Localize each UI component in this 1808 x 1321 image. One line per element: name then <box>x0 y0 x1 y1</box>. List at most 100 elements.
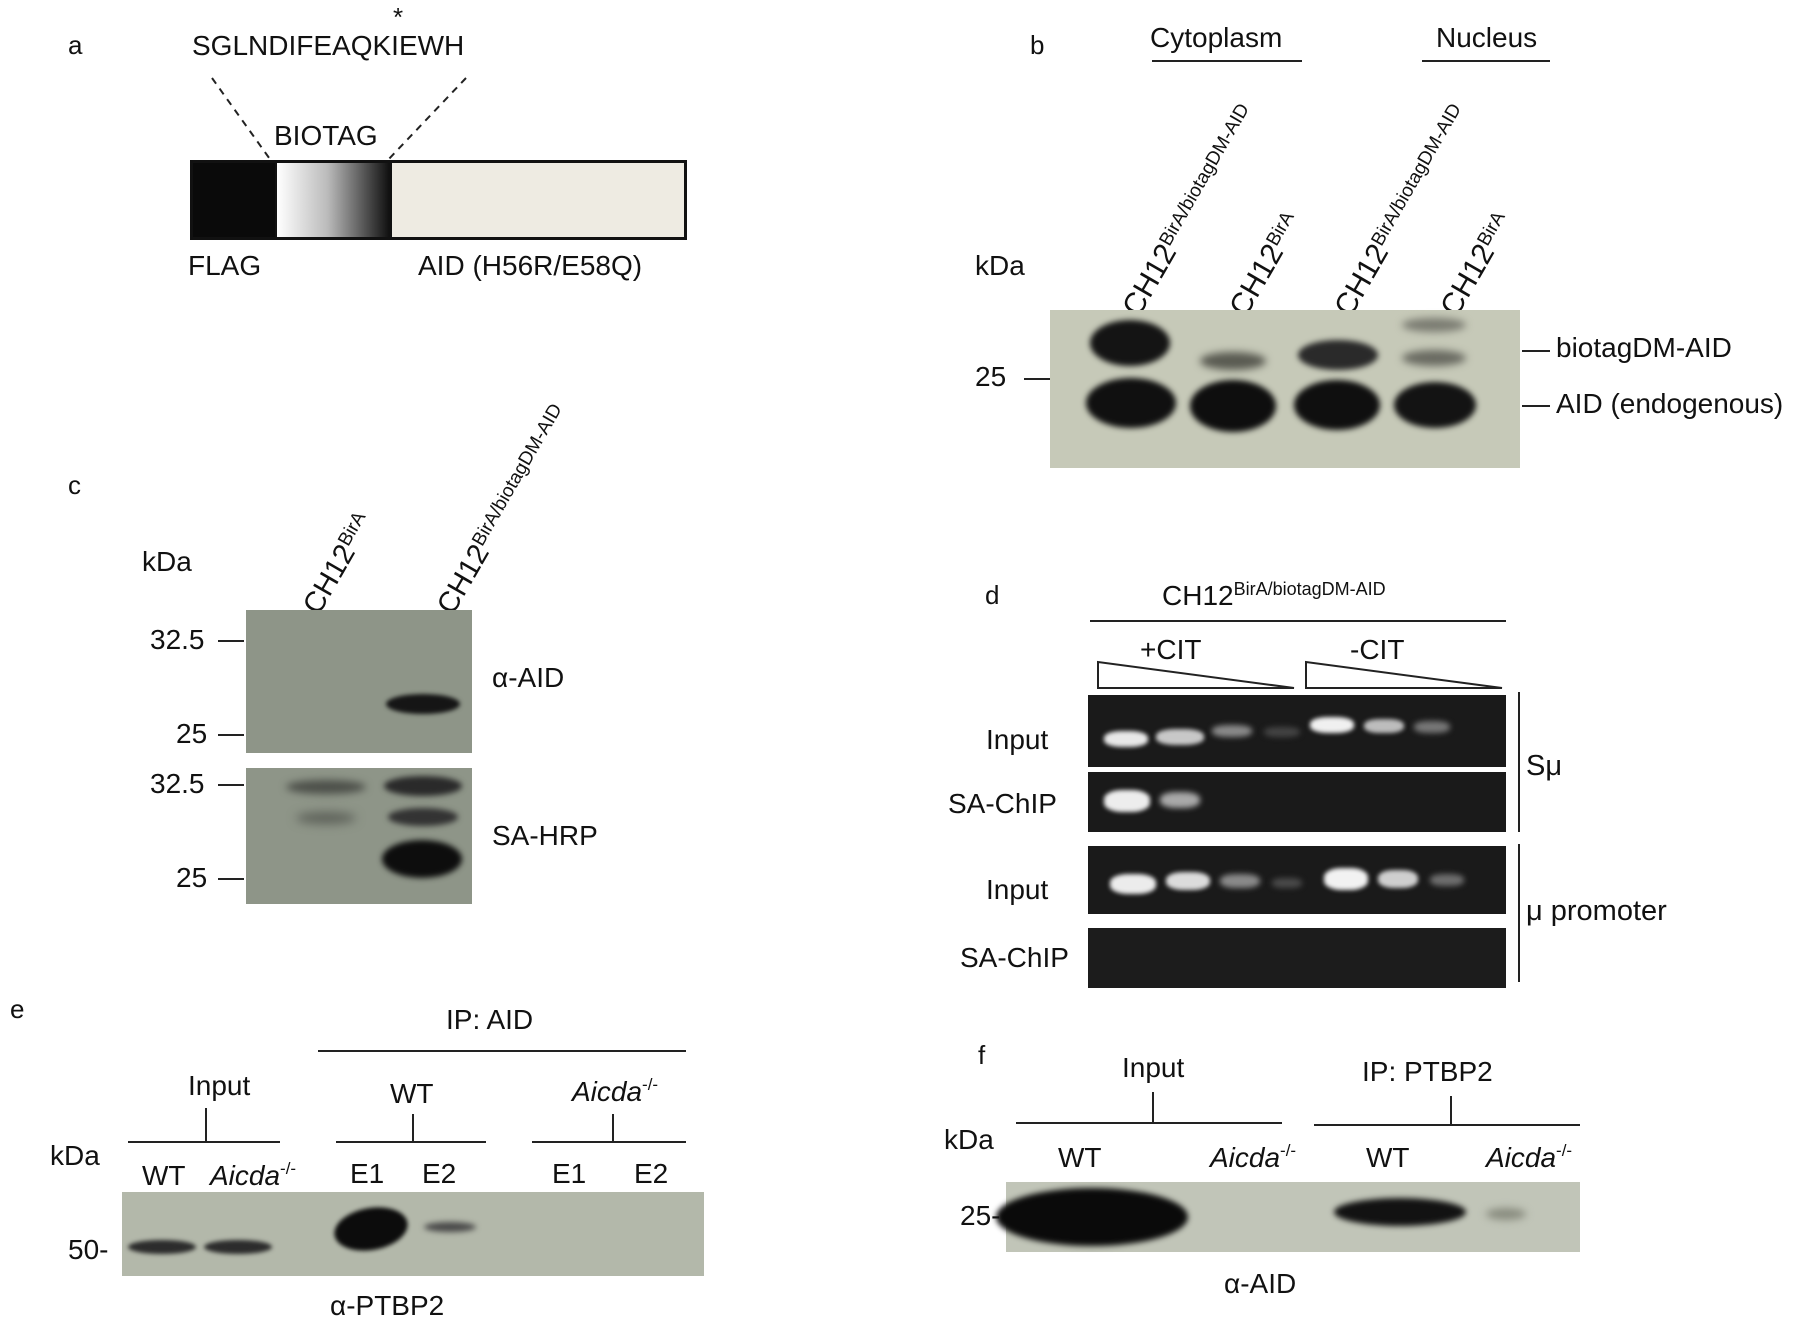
gel-band <box>1110 874 1156 894</box>
band-label-biotag: biotagDM-AID <box>1556 332 1732 363</box>
band <box>128 1240 196 1254</box>
construct-diagram <box>190 160 687 240</box>
gel-band <box>1264 727 1300 737</box>
antibody-label-e: α-PTBP2 <box>330 1290 445 1321</box>
ip-aid-line <box>318 1050 686 1052</box>
gel-band <box>1212 725 1252 737</box>
input-stem-f <box>1152 1092 1154 1122</box>
condition-minus-cit: -CIT <box>1350 634 1405 665</box>
band <box>1298 340 1378 370</box>
lane-e-e2-wt: E2 <box>422 1158 457 1189</box>
band <box>1402 318 1466 332</box>
gel-promoter-input <box>1088 846 1506 914</box>
input-line-f <box>1016 1122 1282 1124</box>
gel-band <box>1104 731 1148 747</box>
sequence-callout-lines <box>211 77 467 163</box>
dilution-wedges <box>1097 660 1503 689</box>
marker-32-c-top: 32.5 <box>150 624 205 655</box>
row-sachip-promoter: SA-ChIP <box>960 942 1069 973</box>
biotag-label: BIOTAG <box>274 120 378 151</box>
gel-band <box>1364 719 1404 733</box>
lane-f-aicda-input: Aicda-/- <box>1210 1141 1297 1173</box>
ip-stem-f <box>1450 1096 1452 1124</box>
gel-sm-input <box>1088 695 1506 767</box>
cytoplasm-bracket <box>1152 60 1302 62</box>
aicda-stem-e <box>612 1114 614 1142</box>
marker-tick <box>218 734 244 736</box>
gel-band <box>1166 872 1210 890</box>
gel-band <box>1324 868 1368 890</box>
row-input-promoter: Input <box>986 874 1049 905</box>
marker-tick <box>218 784 244 786</box>
row-input-sm: Input <box>986 724 1049 755</box>
antibody-label-f: α-AID <box>1224 1268 1297 1299</box>
aicda-group-label-e: Aicda-/- <box>572 1075 659 1107</box>
band <box>1086 378 1176 428</box>
band <box>1394 382 1476 428</box>
band <box>388 808 458 826</box>
marker-32-c-bottom: 32.5 <box>150 768 205 799</box>
asterisk-mark: * <box>393 2 404 32</box>
lane-label-b2: CH12BirA <box>1223 207 1299 322</box>
band <box>384 776 462 796</box>
blot-label-sa-hrp: SA-HRP <box>492 820 598 851</box>
panel-e-letter: e <box>10 994 25 1024</box>
aicda-line-e <box>532 1141 686 1143</box>
wt-group-label-e: WT <box>390 1078 434 1109</box>
band <box>204 1240 272 1254</box>
marker-25-c-bottom: 25 <box>176 862 208 893</box>
input-label-e: Input <box>188 1070 251 1101</box>
lane-label-c2: CH12BirA/biotagDM-AID <box>431 400 567 620</box>
gel-band <box>1156 729 1204 745</box>
band <box>286 780 366 794</box>
blot-label-alpha-aid: α-AID <box>492 662 565 693</box>
marker-tick-b <box>1024 378 1050 380</box>
aid-segment <box>392 163 684 237</box>
group-nucleus: Nucleus <box>1436 22 1538 53</box>
marker-tick <box>218 640 244 642</box>
region-bracket-sm <box>1518 692 1520 832</box>
band <box>382 840 462 878</box>
gel-band <box>1104 790 1150 812</box>
marker-25-b: 25 <box>975 361 1007 392</box>
panel-d-header-line <box>1090 620 1506 622</box>
lane-e-e1-wt: E1 <box>350 1158 385 1189</box>
row-sachip-sm: SA-ChIP <box>948 788 1057 819</box>
region-label-promoter: μ promoter <box>1526 895 1667 927</box>
lane-e-aicda: Aicda-/- <box>210 1159 297 1191</box>
band <box>1090 320 1170 366</box>
gel-band <box>1160 792 1200 808</box>
blot-e <box>122 1192 704 1276</box>
lane-f-wt-ip: WT <box>1366 1142 1410 1173</box>
band <box>386 694 460 714</box>
gel-band <box>1310 717 1354 733</box>
group-cytoplasm: Cytoplasm <box>1150 22 1283 53</box>
lane-label-b4: CH12BirA <box>1434 207 1510 322</box>
ip-ptbp2-label: IP: PTBP2 <box>1362 1056 1493 1087</box>
kda-label-b: kDa <box>975 250 1025 281</box>
gel-band <box>1430 874 1464 886</box>
band <box>1402 350 1466 366</box>
gel-promoter-sachip <box>1088 928 1506 988</box>
input-stem-e <box>205 1108 207 1142</box>
wt-stem-e <box>412 1114 414 1142</box>
kda-label-c: kDa <box>142 546 192 577</box>
gel-band <box>1272 878 1302 888</box>
input-label-f: Input <box>1122 1052 1185 1083</box>
lane-f-aicda-ip: Aicda-/- <box>1486 1141 1573 1173</box>
band <box>1334 1198 1466 1226</box>
gel-band <box>1414 721 1450 733</box>
band <box>1200 352 1266 370</box>
panel-b-letter: b <box>1030 30 1045 60</box>
blot-b <box>1050 310 1520 468</box>
flag-label: FLAG <box>188 250 262 281</box>
band <box>296 812 356 824</box>
gel-band <box>1220 874 1260 888</box>
panel-f-letter: f <box>978 1040 986 1070</box>
region-label-sm: Sμ <box>1526 750 1563 782</box>
kda-label-e: kDa <box>50 1140 100 1171</box>
input-line-e <box>128 1141 280 1143</box>
region-bracket-promoter <box>1518 844 1520 982</box>
nucleus-bracket <box>1422 60 1550 62</box>
band <box>1190 380 1276 432</box>
